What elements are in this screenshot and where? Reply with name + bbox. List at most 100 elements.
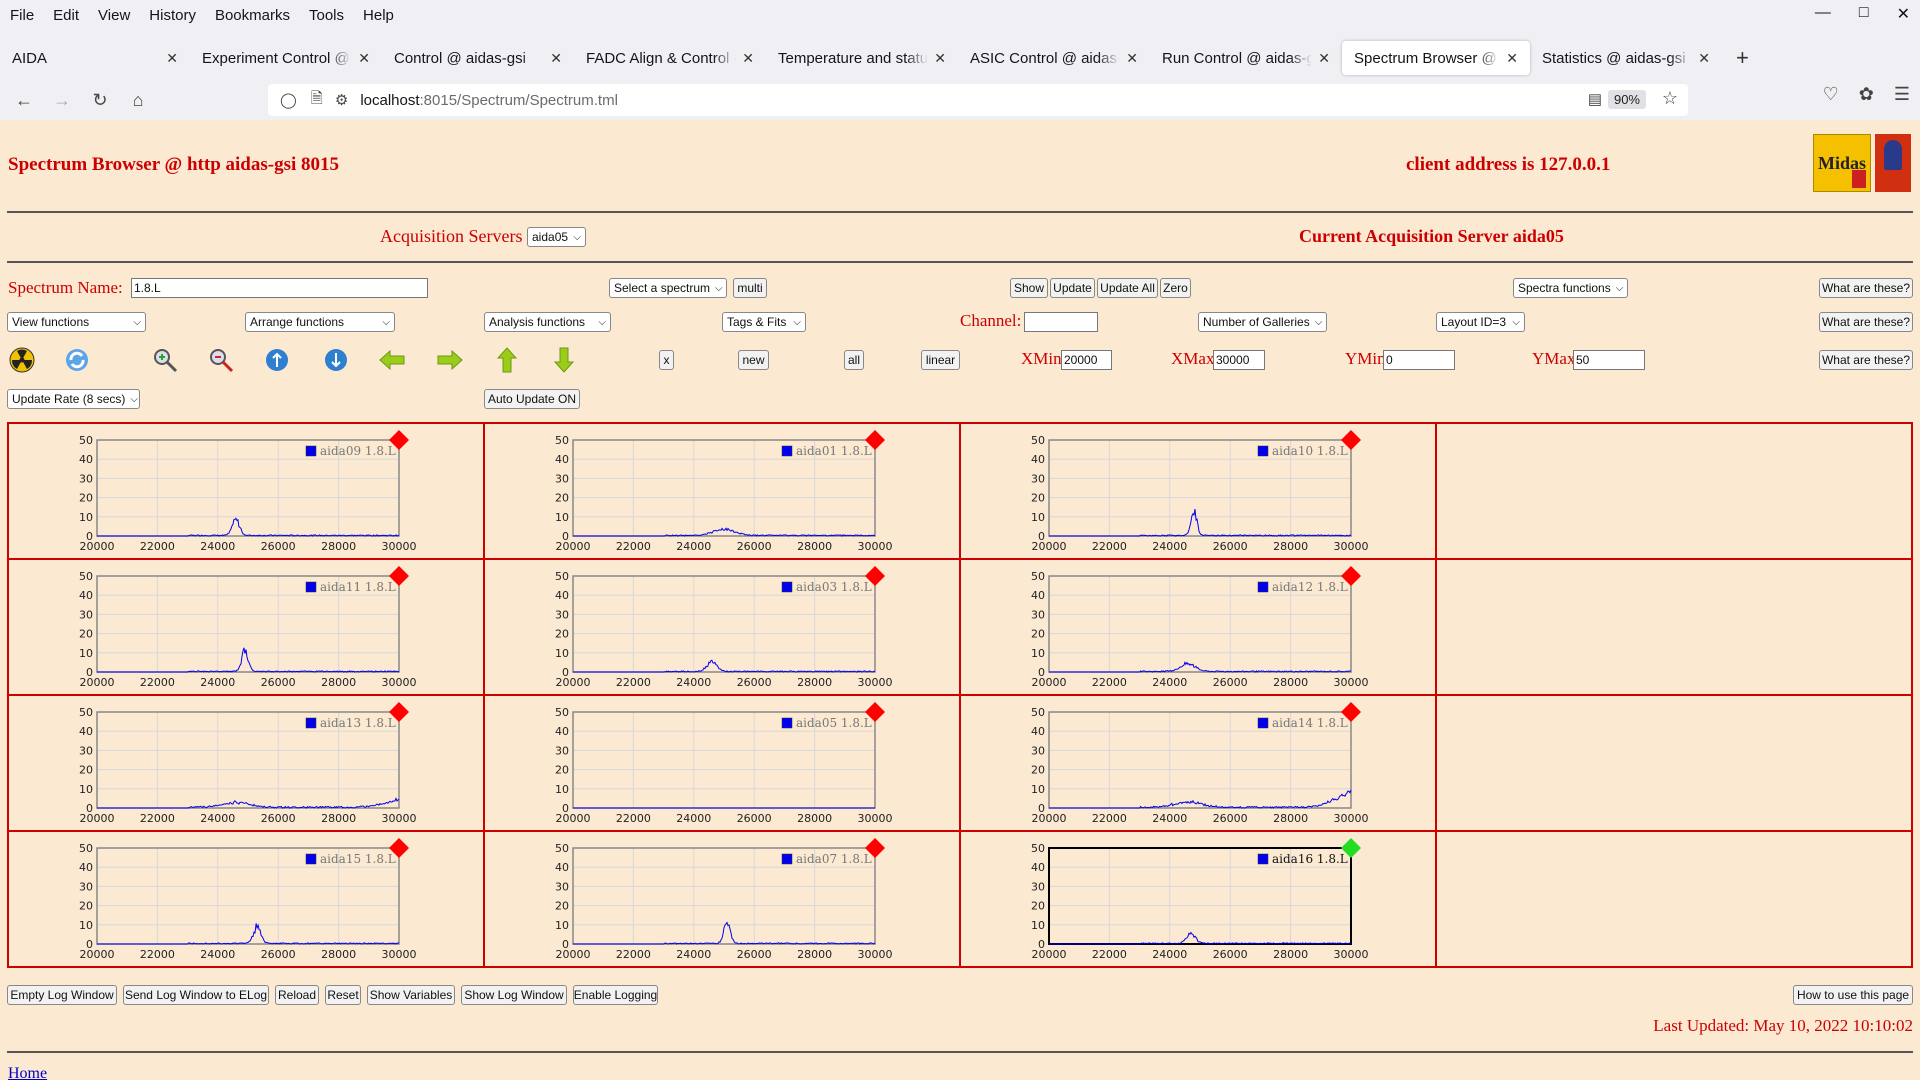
close-tab-icon[interactable]: ✕ — [358, 49, 370, 66]
spectrum-chart[interactable]: 0 10 20 30 40 50 20000 22000 24000 26000 28000 3000… — [9, 696, 483, 830]
menu-help[interactable]: Help — [363, 6, 394, 24]
gallery-cell[interactable] — [1437, 832, 1911, 966]
arrow-left-icon[interactable] — [378, 346, 406, 374]
home-link[interactable]: Home — [8, 1065, 48, 1080]
update-button[interactable]: Update — [1050, 278, 1095, 298]
new-tab-icon[interactable]: + — [1736, 45, 1749, 70]
zero-button[interactable]: Zero — [1160, 278, 1191, 298]
new-button[interactable]: new — [738, 350, 769, 370]
gallery-cell[interactable]: 0 10 20 30 40 50 20000 22000 24000 26000 28000 3000… — [485, 560, 961, 696]
spectrum-chart[interactable]: 0 10 20 30 40 50 20000 22000 24000 26000 28000 3000… — [9, 832, 483, 966]
gallery-cell[interactable] — [1437, 560, 1911, 696]
close-tab-icon[interactable]: ✕ — [1506, 49, 1518, 66]
gallery-cell[interactable]: 0 10 20 30 40 50 20000 22000 24000 26000 28000 3000… — [961, 832, 1437, 966]
tab-control[interactable]: Control @ aidas-gsi ✕ — [394, 49, 562, 67]
compress-y-icon[interactable] — [322, 346, 350, 374]
number-of-galleries-dropdown[interactable]: Number of Galleries ⌵ — [1198, 312, 1327, 332]
spectrum-chart[interactable]: 0 10 20 30 40 50 20000 22000 24000 26000 28000 3000… — [485, 560, 959, 694]
gallery-cell[interactable]: 0 10 20 30 40 50 20000 22000 24000 26000 28000 3000… — [9, 696, 485, 832]
gallery-cell[interactable]: 0 10 20 30 40 50 20000 22000 24000 26000 28000 3000… — [485, 832, 961, 966]
how-to-use-button[interactable]: How to use this page — [1793, 985, 1913, 1005]
enable-logging-button[interactable]: Enable Logging — [573, 985, 658, 1005]
minimize-icon[interactable]: — — [1814, 4, 1831, 21]
forward-icon[interactable]: → — [53, 89, 71, 110]
radiation-icon[interactable] — [8, 346, 36, 374]
channel-input[interactable] — [1024, 312, 1098, 332]
arrow-down-icon[interactable] — [550, 346, 578, 374]
arrow-right-icon[interactable] — [436, 346, 464, 374]
maximize-icon[interactable]: □ — [1858, 4, 1869, 21]
spectrum-chart[interactable]: 0 10 20 30 40 50 20000 22000 24000 26000 28000 3000… — [485, 424, 959, 558]
tab-run-control[interactable]: Run Control @ aidas-gsi ✕ — [1162, 49, 1330, 67]
reset-button[interactable]: Reset — [325, 985, 361, 1005]
gallery-cell[interactable]: 0 10 20 30 40 50 20000 22000 24000 26000 28000 3000… — [961, 424, 1437, 560]
bookmark-star-icon[interactable]: ☆ — [1661, 88, 1678, 108]
acq-server-select[interactable]: aida05 ⌵ — [527, 227, 586, 247]
close-tab-icon[interactable]: ✕ — [1126, 49, 1138, 66]
close-tab-icon[interactable]: ✕ — [1318, 49, 1330, 66]
tab-aida[interactable]: AIDA ✕ — [12, 49, 178, 67]
tab-spectrum-browser[interactable]: Spectrum Browser @ aidas-gsi✕ — [1342, 41, 1530, 75]
gallery-cell[interactable] — [1437, 696, 1911, 832]
spectrum-chart[interactable]: 0 10 20 30 40 50 20000 22000 24000 26000 28000 3000… — [961, 696, 1435, 830]
arrow-up-icon[interactable] — [493, 346, 521, 374]
tab-asic-control[interactable]: ASIC Control @ aidas-gsi✕ — [970, 49, 1138, 67]
menu-tools[interactable]: Tools — [308, 6, 345, 24]
update-rate-dropdown[interactable]: Update Rate (8 secs) ⌵ — [7, 389, 140, 409]
what-are-these-button[interactable]: What are these? — [1819, 312, 1913, 332]
spectrum-name-input[interactable]: 1.8.L — [131, 278, 428, 298]
reload-icon[interactable]: ↻ — [92, 89, 108, 110]
empty-log-window-button[interactable]: Empty Log Window — [7, 985, 117, 1005]
show-button[interactable]: Show — [1010, 278, 1048, 298]
analysis-functions-dropdown[interactable]: Analysis functions ⌵ — [484, 312, 611, 332]
reload-button[interactable]: Reload — [275, 985, 319, 1005]
spectrum-chart[interactable]: 0 10 20 30 40 50 20000 22000 24000 26000 28000 3000… — [961, 832, 1435, 966]
tags-fits-dropdown[interactable]: Tags & Fits ⌵ — [722, 312, 806, 332]
zoom-level[interactable]: 90% — [1607, 90, 1646, 109]
gallery-cell[interactable] — [1437, 424, 1911, 560]
tab-experiment-control[interactable]: Experiment Control @ aidas-gsi✕ — [202, 49, 370, 67]
linear-button[interactable]: linear — [921, 350, 960, 370]
show-log-window-button[interactable]: Show Log Window — [461, 985, 567, 1005]
permissions-icon[interactable]: ⚙ — [334, 92, 349, 109]
home-icon[interactable]: ⌂ — [132, 89, 144, 110]
extension-icon[interactable]: ✿ — [1858, 84, 1874, 104]
ymax-input[interactable]: 50 — [1573, 350, 1645, 370]
xmin-input[interactable]: 20000 — [1061, 350, 1112, 370]
spectrum-chart[interactable]: 0 10 20 30 40 50 20000 22000 24000 26000 28000 3000… — [9, 424, 483, 558]
spectrum-chart[interactable]: 0 10 20 30 40 50 20000 22000 24000 26000 28000 3000… — [485, 696, 959, 830]
refresh-icon[interactable] — [63, 346, 91, 374]
all-button[interactable]: all — [844, 350, 864, 370]
what-are-these-button[interactable]: What are these? — [1819, 278, 1913, 298]
expand-y-icon[interactable] — [263, 346, 291, 374]
menu-bookmarks[interactable]: Bookmarks — [214, 6, 290, 24]
close-tab-icon[interactable]: ✕ — [166, 49, 178, 66]
gallery-cell[interactable]: 0 10 20 30 40 50 20000 22000 24000 26000 28000 3000… — [961, 560, 1437, 696]
spectrum-chart[interactable]: 0 10 20 30 40 50 20000 22000 24000 26000 28000 3000… — [961, 424, 1435, 558]
close-tab-icon[interactable]: ✕ — [550, 49, 562, 66]
arrange-functions-dropdown[interactable]: Arrange functions ⌵ — [245, 312, 395, 332]
ymin-input[interactable]: 0 — [1383, 350, 1455, 370]
back-icon[interactable]: ← — [15, 89, 33, 110]
x-button[interactable]: x — [659, 350, 674, 370]
gallery-cell[interactable]: 0 10 20 30 40 50 20000 22000 24000 26000 28000 3000… — [9, 424, 485, 560]
gallery-cell[interactable]: 0 10 20 30 40 50 20000 22000 24000 26000 28000 3000… — [9, 832, 485, 966]
view-functions-dropdown[interactable]: View functions ⌵ — [7, 312, 146, 332]
close-tab-icon[interactable]: ✕ — [934, 49, 946, 66]
close-tab-icon[interactable]: ✕ — [1698, 49, 1710, 66]
menu-view[interactable]: View — [98, 6, 131, 24]
spectrum-chart[interactable]: 0 10 20 30 40 50 20000 22000 24000 26000 28000 3000… — [485, 832, 959, 966]
update-all-button[interactable]: Update All — [1097, 278, 1158, 298]
gallery-cell[interactable]: 0 10 20 30 40 50 20000 22000 24000 26000 28000 3000… — [485, 696, 961, 832]
select-spectrum-dropdown[interactable]: Select a spectrum ⌵ — [609, 278, 727, 298]
menu-edit[interactable]: Edit — [53, 6, 80, 24]
auto-update-button[interactable]: Auto Update ON — [484, 389, 580, 409]
tab-fadc-align[interactable]: FADC Align & Control @ aidas-gsi✕ — [586, 49, 754, 67]
gallery-cell[interactable]: 0 10 20 30 40 50 20000 22000 24000 26000 28000 3000… — [961, 696, 1437, 832]
send-log-to-elog-button[interactable]: Send Log Window to ELog — [123, 985, 269, 1005]
zoom-out-icon[interactable] — [207, 346, 235, 374]
show-variables-button[interactable]: Show Variables — [367, 985, 455, 1005]
hamburger-menu-icon[interactable]: ☰ — [1893, 84, 1910, 104]
gallery-cell[interactable]: 0 10 20 30 40 50 20000 22000 24000 26000 28000 3000… — [485, 424, 961, 560]
menu-file[interactable]: File — [10, 6, 35, 24]
